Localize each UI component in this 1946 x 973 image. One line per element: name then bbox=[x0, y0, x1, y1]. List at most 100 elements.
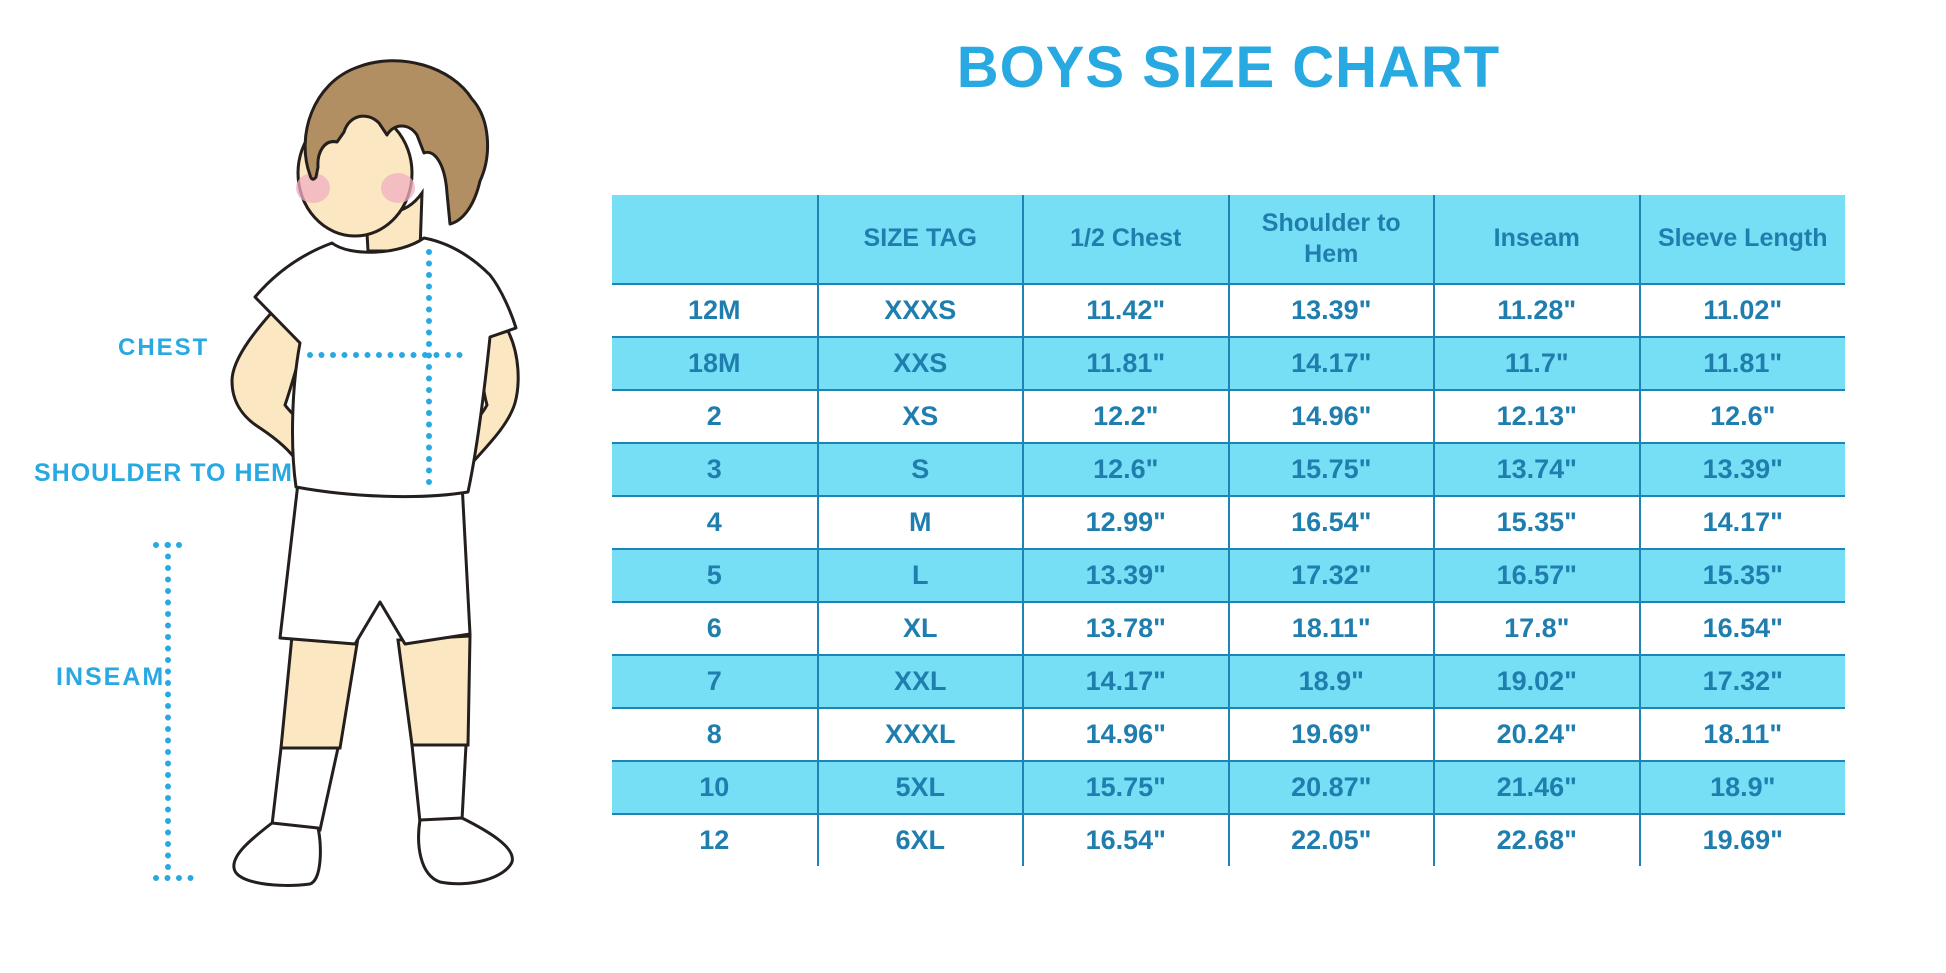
page-title: BOYS SIZE CHART bbox=[956, 35, 1501, 100]
value-cell: 16.54" bbox=[1022, 813, 1230, 866]
value-cell: 18.9" bbox=[1227, 654, 1435, 709]
boy-right-leg bbox=[396, 634, 472, 747]
size-chart-table: SIZE TAG 1/2 Chest Shoulder to Hem Inseam Sl… bbox=[612, 195, 1845, 866]
value-cell: 14.96" bbox=[1022, 707, 1230, 762]
value-cell: 12.6" bbox=[1638, 389, 1845, 444]
boy-right-sock bbox=[410, 743, 468, 824]
value-cell: 11.81" bbox=[1022, 336, 1230, 391]
table-row: 12 6XL 16.54" 22.05" 22.68" 19.69" bbox=[612, 813, 1845, 866]
inseam-label: INSEAM bbox=[56, 663, 166, 691]
column-header: 1/2 Chest bbox=[1022, 195, 1230, 285]
value-cell: 16.54" bbox=[1638, 601, 1845, 656]
size-cell: 12M bbox=[612, 283, 819, 338]
value-cell: 13.78" bbox=[1022, 601, 1230, 656]
table-row: 18M XXS 11.81" 14.17" 11.7" 11.81" bbox=[612, 336, 1845, 391]
table-body: 12M XXXS 11.42" 13.39" 11.28" 11.02" 18M XXS 11.… bbox=[612, 283, 1845, 866]
value-cell: 14.17" bbox=[1022, 654, 1230, 709]
value-cell: 14.17" bbox=[1638, 495, 1845, 550]
size-cell: 12 bbox=[612, 813, 819, 866]
value-cell: 15.75" bbox=[1022, 760, 1230, 815]
table-row: 12M XXXS 11.42" 13.39" 11.28" 11.02" bbox=[612, 283, 1845, 338]
boy-tshirt bbox=[253, 236, 518, 499]
table-row: 8 XXXL 14.96" 19.69" 20.24" 18.11" bbox=[612, 707, 1845, 762]
size-cell: 3 bbox=[612, 442, 819, 497]
value-cell: XXXS bbox=[816, 283, 1024, 338]
value-cell: 11.7" bbox=[1433, 336, 1641, 391]
value-cell: 18.11" bbox=[1227, 601, 1435, 656]
value-cell: 15.35" bbox=[1638, 548, 1845, 603]
value-cell: 20.24" bbox=[1433, 707, 1641, 762]
value-cell: 14.96" bbox=[1227, 389, 1435, 444]
table-header-row: SIZE TAG 1/2 Chest Shoulder to Hem Inseam Sl… bbox=[612, 195, 1845, 285]
value-cell: 22.68" bbox=[1433, 813, 1641, 866]
value-cell: 19.69" bbox=[1638, 813, 1845, 866]
boy-left-sock bbox=[270, 746, 340, 832]
value-cell: 12.13" bbox=[1433, 389, 1641, 444]
value-cell: 13.39" bbox=[1638, 442, 1845, 497]
value-cell: XL bbox=[816, 601, 1024, 656]
value-cell: 17.32" bbox=[1638, 654, 1845, 709]
value-cell: 22.05" bbox=[1227, 813, 1435, 866]
table-row: 4 M 12.99" 16.54" 15.35" 14.17" bbox=[612, 495, 1845, 550]
column-header: Shoulder to Hem bbox=[1227, 195, 1435, 285]
table-row: 2 XS 12.2" 14.96" 12.13" 12.6" bbox=[612, 389, 1845, 444]
boy-left-shoe bbox=[232, 821, 322, 887]
value-cell: 11.42" bbox=[1022, 283, 1230, 338]
table-row: 10 5XL 15.75" 20.87" 21.46" 18.9" bbox=[612, 760, 1845, 815]
shoulder-to-hem-label: SHOULDER TO HEM bbox=[34, 459, 293, 487]
boy-right-shoe bbox=[417, 816, 514, 886]
value-cell: 18.11" bbox=[1638, 707, 1845, 762]
value-cell: XXS bbox=[816, 336, 1024, 391]
value-cell: XXL bbox=[816, 654, 1024, 709]
size-cell: 4 bbox=[612, 495, 819, 550]
boy-left-leg bbox=[279, 634, 360, 750]
size-cell: 8 bbox=[612, 707, 819, 762]
value-cell: 18.9" bbox=[1638, 760, 1845, 815]
value-cell: 6XL bbox=[816, 813, 1024, 866]
size-cell: 18M bbox=[612, 336, 819, 391]
value-cell: 12.6" bbox=[1022, 442, 1230, 497]
size-cell: 5 bbox=[612, 548, 819, 603]
value-cell: 11.81" bbox=[1638, 336, 1845, 391]
value-cell: 11.28" bbox=[1433, 283, 1641, 338]
value-cell: S bbox=[816, 442, 1024, 497]
boy-hair bbox=[303, 59, 490, 226]
value-cell: 19.69" bbox=[1227, 707, 1435, 762]
table-header: SIZE TAG 1/2 Chest Shoulder to Hem Inseam Sl… bbox=[612, 195, 1845, 285]
value-cell: 12.99" bbox=[1022, 495, 1230, 550]
table-row: 7 XXL 14.17" 18.9" 19.02" 17.32" bbox=[612, 654, 1845, 709]
value-cell: 21.46" bbox=[1433, 760, 1641, 815]
size-cell: 6 bbox=[612, 601, 819, 656]
column-header: SIZE TAG bbox=[816, 195, 1024, 285]
table-row: 6 XL 13.78" 18.11" 17.8" 16.54" bbox=[612, 601, 1845, 656]
column-header: Inseam bbox=[1433, 195, 1641, 285]
value-cell: 17.32" bbox=[1227, 548, 1435, 603]
value-cell: 12.2" bbox=[1022, 389, 1230, 444]
table-row: 5 L 13.39" 17.32" 16.57" 15.35" bbox=[612, 548, 1845, 603]
value-cell: XS bbox=[816, 389, 1024, 444]
column-header: Sleeve Length bbox=[1638, 195, 1845, 285]
measurement-guides bbox=[153, 249, 466, 881]
value-cell: 13.39" bbox=[1022, 548, 1230, 603]
column-header-empty bbox=[612, 195, 819, 285]
size-cell: 7 bbox=[612, 654, 819, 709]
value-cell: L bbox=[816, 548, 1024, 603]
boy-illustration bbox=[153, 59, 520, 887]
value-cell: 13.39" bbox=[1227, 283, 1435, 338]
value-cell: 11.02" bbox=[1638, 283, 1845, 338]
value-cell: 15.35" bbox=[1433, 495, 1641, 550]
value-cell: 16.57" bbox=[1433, 548, 1641, 603]
chest-label: CHEST bbox=[118, 334, 210, 361]
value-cell: XXXL bbox=[816, 707, 1024, 762]
value-cell: 20.87" bbox=[1227, 760, 1435, 815]
value-cell: 13.74" bbox=[1433, 442, 1641, 497]
value-cell: M bbox=[816, 495, 1024, 550]
boy-blush-right bbox=[381, 173, 415, 203]
size-cell: 2 bbox=[612, 389, 819, 444]
size-cell: 10 bbox=[612, 760, 819, 815]
value-cell: 19.02" bbox=[1433, 654, 1641, 709]
value-cell: 17.8" bbox=[1433, 601, 1641, 656]
value-cell: 14.17" bbox=[1227, 336, 1435, 391]
value-cell: 5XL bbox=[816, 760, 1024, 815]
